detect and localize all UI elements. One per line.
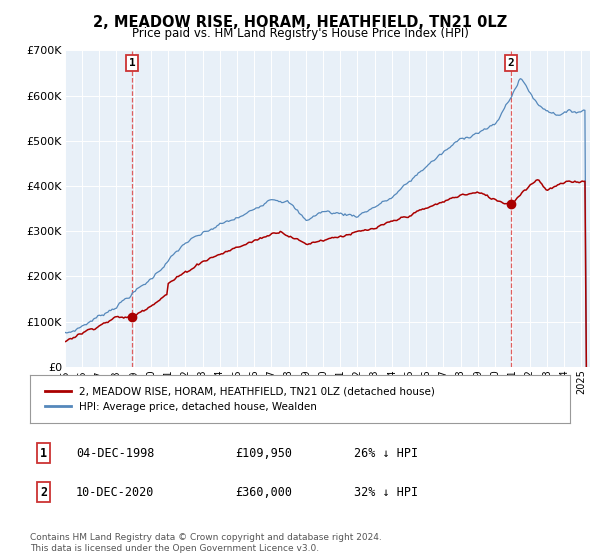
Text: 2: 2 bbox=[40, 486, 47, 498]
Text: £360,000: £360,000 bbox=[235, 486, 292, 498]
Text: 04-DEC-1998: 04-DEC-1998 bbox=[76, 447, 154, 460]
Text: Contains HM Land Registry data © Crown copyright and database right 2024.
This d: Contains HM Land Registry data © Crown c… bbox=[30, 533, 382, 553]
Text: 32% ↓ HPI: 32% ↓ HPI bbox=[354, 486, 418, 498]
Text: 10-DEC-2020: 10-DEC-2020 bbox=[76, 486, 154, 498]
Text: 1: 1 bbox=[40, 447, 47, 460]
Text: 1: 1 bbox=[129, 58, 136, 68]
Text: £109,950: £109,950 bbox=[235, 447, 292, 460]
Legend: 2, MEADOW RISE, HORAM, HEATHFIELD, TN21 0LZ (detached house), HPI: Average price: 2, MEADOW RISE, HORAM, HEATHFIELD, TN21 … bbox=[41, 382, 439, 416]
Text: 2: 2 bbox=[508, 58, 514, 68]
Text: Price paid vs. HM Land Registry's House Price Index (HPI): Price paid vs. HM Land Registry's House … bbox=[131, 27, 469, 40]
Text: 26% ↓ HPI: 26% ↓ HPI bbox=[354, 447, 418, 460]
Text: 2, MEADOW RISE, HORAM, HEATHFIELD, TN21 0LZ: 2, MEADOW RISE, HORAM, HEATHFIELD, TN21 … bbox=[93, 15, 507, 30]
